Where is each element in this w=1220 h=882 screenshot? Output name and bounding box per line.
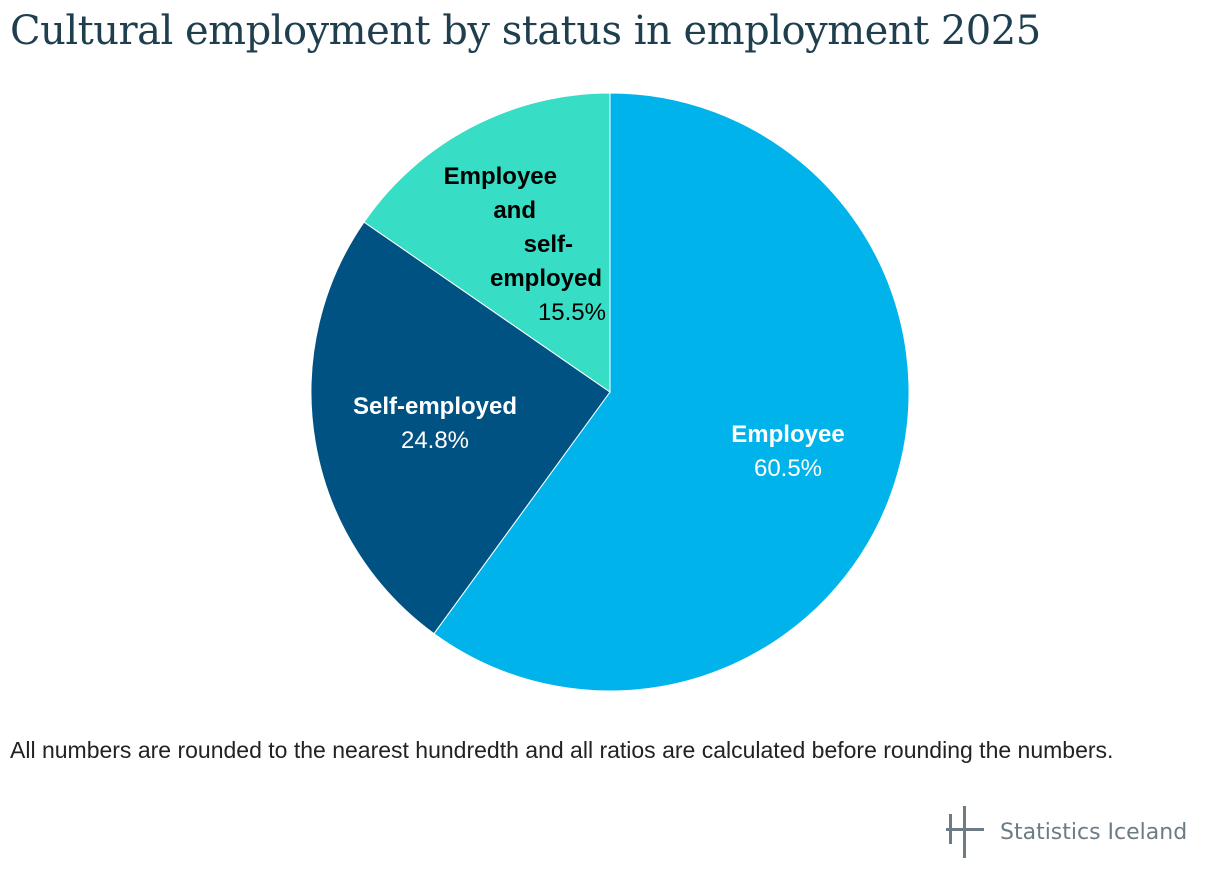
- slice-category-label: and: [493, 197, 536, 224]
- slice-category-label: Self-employed: [353, 393, 517, 420]
- pie-slice-employee[interactable]: [433, 92, 910, 692]
- pie-label-employee-and-self-employed: Employee and self-employed 15.5%: [444, 163, 606, 326]
- slice-value-label: 60.5%: [754, 455, 822, 482]
- footnote: All numbers are rounded to the nearest h…: [10, 737, 1114, 763]
- chart-title: Cultural employment by status in employm…: [10, 8, 1041, 54]
- pie-slice-employee-and-self-employed[interactable]: [363, 92, 611, 393]
- pie-slice-self-employed[interactable]: [310, 221, 611, 635]
- slice-category-label: employed: [490, 265, 602, 292]
- brand-logo[interactable]: Statistics Iceland: [946, 806, 1187, 858]
- slice-value-label: 15.5%: [538, 299, 606, 326]
- pie-label-self-employed: Self-employed 24.8%: [353, 393, 517, 454]
- slice-category-label: self-: [524, 231, 573, 258]
- pie-chart: Employee 60.5% Self-employed 24.8% Employee a…: [310, 92, 910, 692]
- brand-name: Statistics Iceland: [1000, 819, 1188, 845]
- pie-label-employee: Employee 60.5%: [731, 421, 844, 482]
- slice-category-label: Employee: [731, 421, 844, 448]
- statistics-iceland-logo-icon: [946, 806, 984, 858]
- slice-category-label: Employee: [444, 163, 557, 190]
- slice-value-label: 24.8%: [401, 427, 469, 454]
